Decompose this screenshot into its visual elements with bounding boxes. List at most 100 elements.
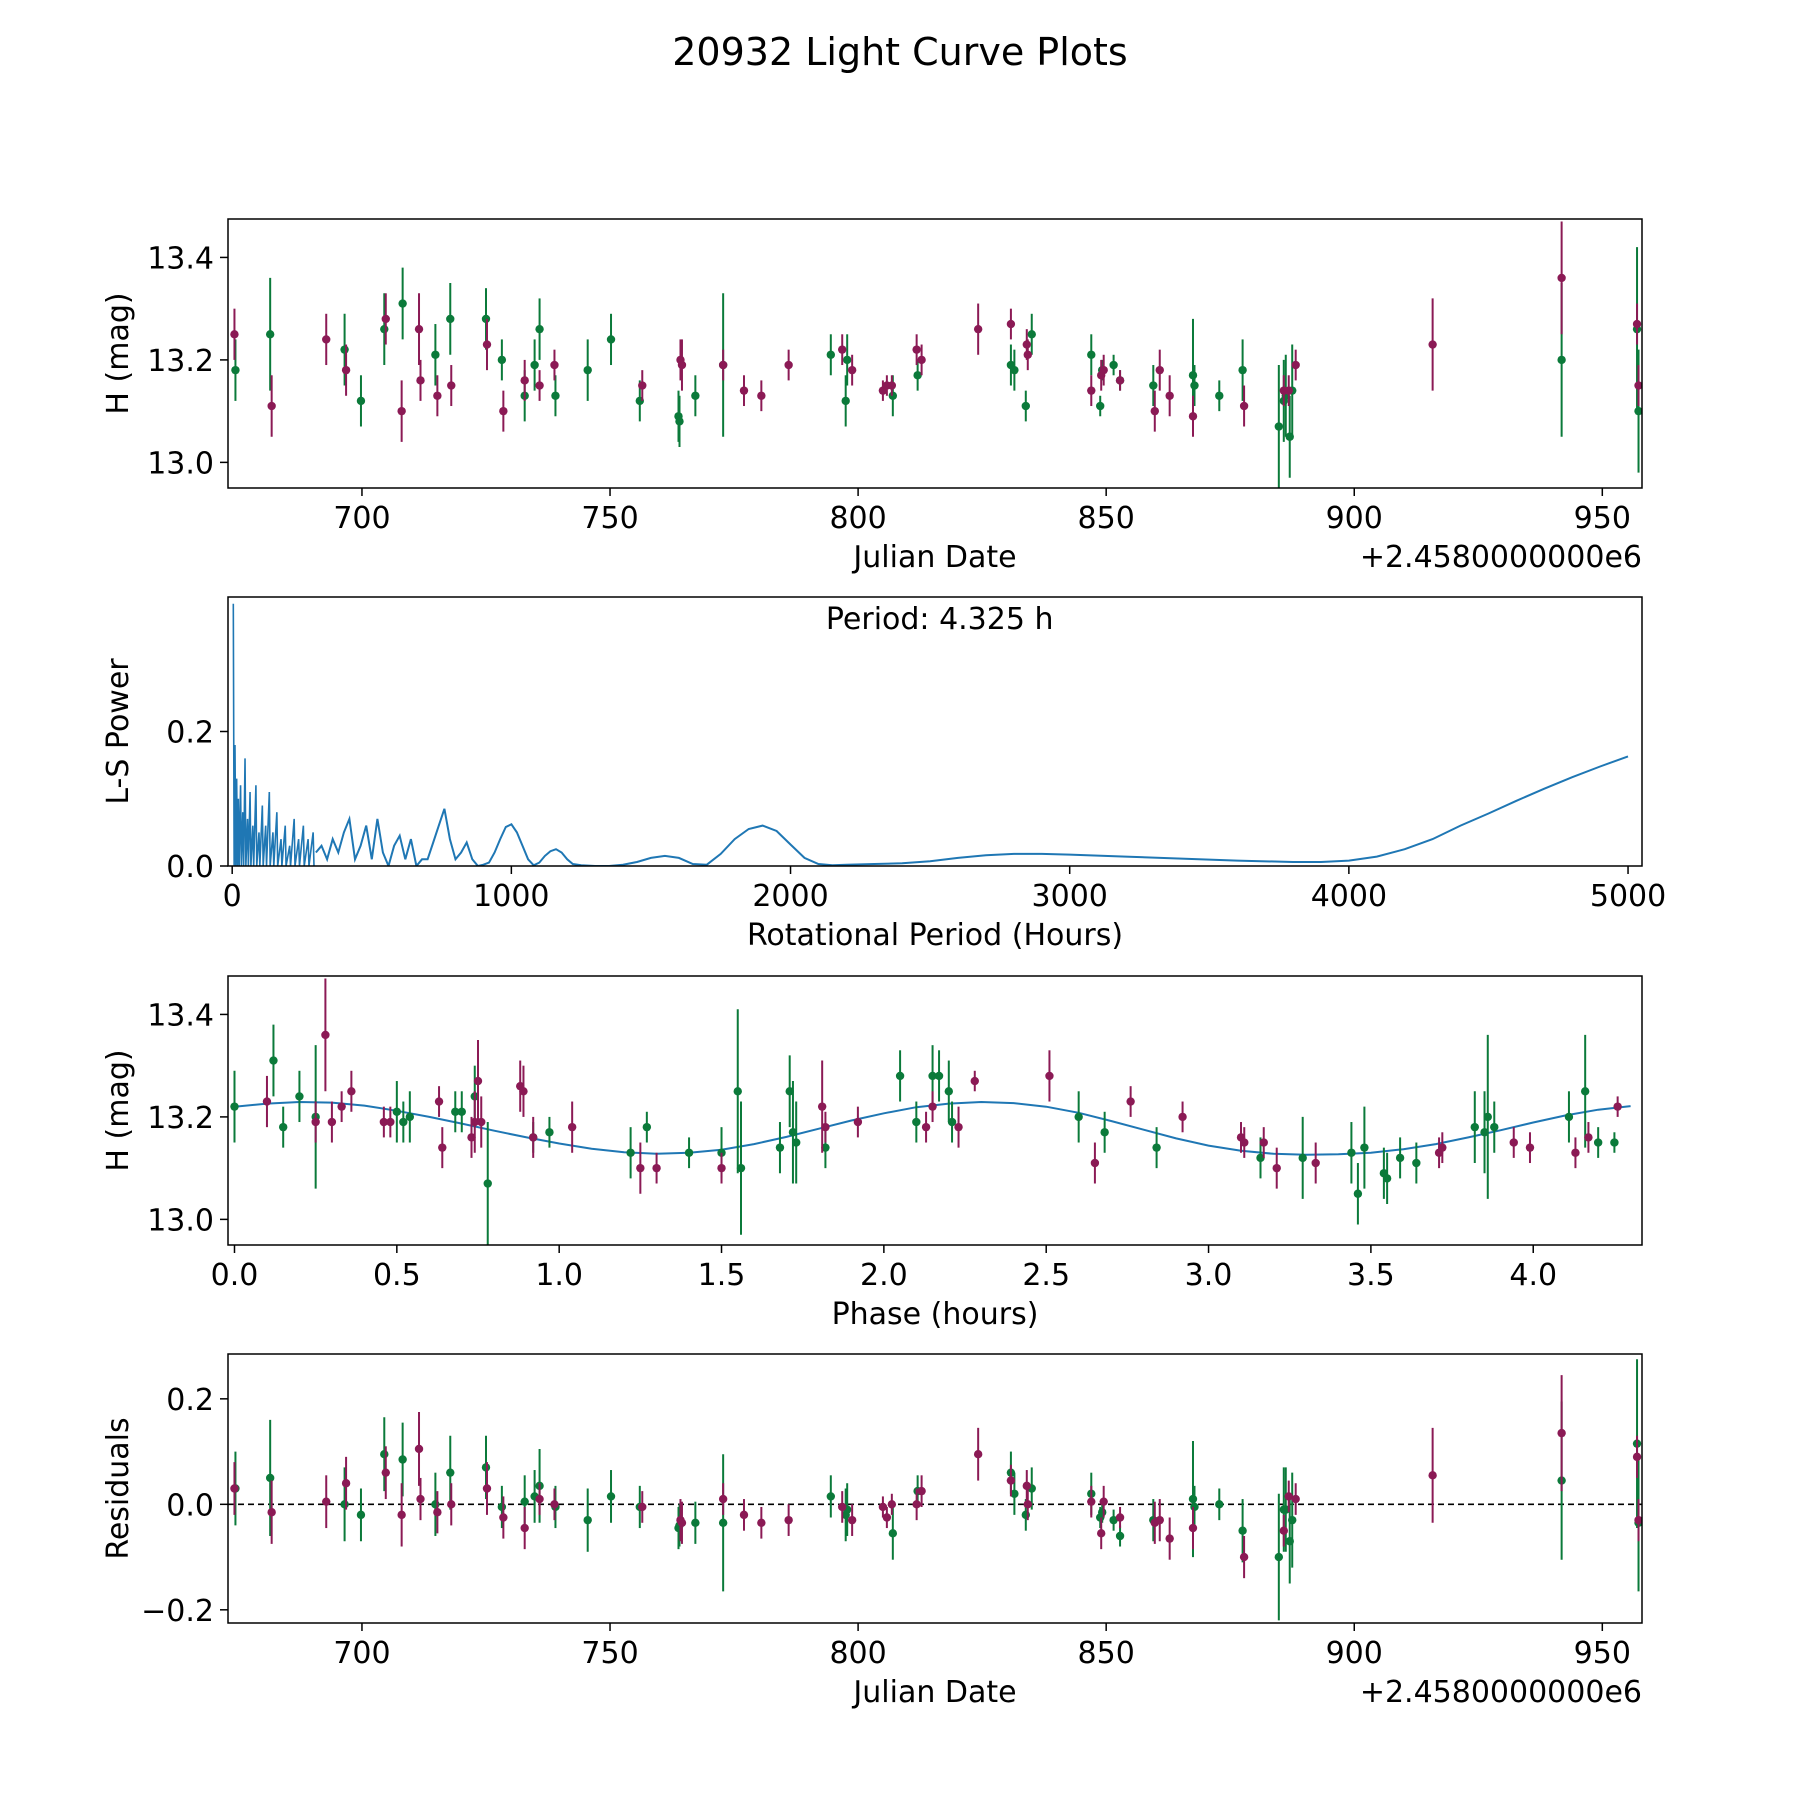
- data-point: [1188, 371, 1198, 380]
- data-point: [1155, 365, 1164, 375]
- data-point: [1165, 391, 1174, 400]
- data-point: [499, 1513, 508, 1522]
- data-point: [381, 1468, 390, 1477]
- data-point: [341, 1479, 351, 1488]
- data-point: [1027, 330, 1036, 339]
- data-point: [842, 355, 852, 365]
- data-point: [327, 1117, 337, 1127]
- x-tick-label: 850: [1078, 1636, 1135, 1671]
- data-point: [739, 1510, 749, 1520]
- x-tick-label: 4.0: [1509, 1258, 1557, 1293]
- data-point: [838, 1502, 847, 1512]
- data-point: [718, 1518, 728, 1527]
- x-axis-label: Rotational Period (Hours): [747, 918, 1123, 953]
- data-point: [1188, 1494, 1198, 1504]
- y-tick-label: 13.4: [147, 998, 214, 1033]
- data-point: [642, 1122, 652, 1132]
- data-point: [1215, 391, 1224, 400]
- y-tick-label: 0.2: [166, 1383, 214, 1418]
- data-point: [853, 1117, 863, 1127]
- data-point: [551, 391, 560, 400]
- x-tick-label: 950: [1574, 501, 1631, 536]
- data-point: [230, 1484, 239, 1493]
- data-point: [757, 391, 766, 400]
- y-tick-label: 0.0: [166, 850, 214, 885]
- data-point: [265, 330, 275, 339]
- data-point: [1023, 350, 1032, 359]
- data-point: [519, 1087, 528, 1096]
- data-point: [1298, 1153, 1307, 1163]
- y-tick-label: 13.2: [147, 1101, 214, 1136]
- data-point: [1347, 1148, 1356, 1157]
- data-point: [356, 1510, 366, 1520]
- data-point: [1087, 1497, 1096, 1506]
- axes-frame-lightcurve: [227, 218, 1643, 489]
- data-point: [1097, 1508, 1107, 1517]
- figure-title: 20932 Light Curve Plots: [672, 30, 1127, 74]
- axes-frame-residuals: [227, 1353, 1643, 1624]
- data-point: [1239, 401, 1249, 411]
- data-point: [1580, 1087, 1590, 1096]
- data-point: [921, 1122, 931, 1132]
- data-point: [638, 381, 647, 390]
- data-point: [1360, 1143, 1369, 1152]
- data-point: [1099, 1497, 1108, 1506]
- x-tick-label: 0: [223, 879, 242, 914]
- periodogram-noise-spikes: [232, 603, 315, 866]
- data-point: [1412, 1158, 1421, 1168]
- data-point: [482, 1484, 492, 1493]
- plot-area-residuals: [228, 1359, 1642, 1621]
- data-point: [1190, 1502, 1199, 1512]
- data-point: [1395, 1153, 1405, 1163]
- y-axis-label: Residuals: [101, 1417, 136, 1559]
- x-tick-label: 800: [829, 1636, 886, 1671]
- x-tick-label: 900: [1326, 501, 1383, 536]
- data-point: [1109, 360, 1118, 370]
- x-ticks-residuals: 700 750 800 850 900 950: [333, 1623, 1631, 1671]
- data-point: [1188, 1523, 1198, 1533]
- data-point: [447, 1500, 456, 1509]
- data-point: [356, 396, 366, 406]
- data-point: [497, 355, 507, 365]
- data-point: [1490, 1122, 1499, 1132]
- data-point: [1438, 1143, 1447, 1152]
- data-point: [583, 365, 592, 375]
- x-tick-label: 750: [581, 501, 638, 536]
- data-point: [1428, 1471, 1437, 1480]
- data-point: [838, 345, 847, 354]
- data-point: [434, 1097, 444, 1106]
- x-tick-label: 0.5: [373, 1258, 421, 1293]
- x-tick-label: 0.0: [211, 1258, 259, 1293]
- panels: 700 750 800 850 900 950 13.0 13.2 13.4 Julian Dat…: [101, 218, 1666, 1710]
- data-point: [1010, 365, 1019, 375]
- data-point: [1006, 1476, 1016, 1485]
- x-axis-label: Phase (hours): [832, 1297, 1039, 1332]
- data-point: [826, 350, 836, 359]
- data-point: [917, 355, 926, 365]
- data-point: [1099, 365, 1108, 375]
- x-tick-label: 4000: [1311, 879, 1387, 914]
- x-tick-label: 3.0: [1185, 1258, 1233, 1293]
- data-point: [626, 1148, 635, 1157]
- data-point: [545, 1128, 554, 1137]
- data-point: [895, 1071, 905, 1081]
- data-point: [473, 1076, 483, 1086]
- data-point: [381, 314, 390, 324]
- data-point: [917, 1486, 926, 1496]
- y-ticks-lightcurve: 13.0 13.2 13.4: [147, 241, 228, 481]
- panel-lightcurve: 700 750 800 850 900 950 13.0 13.2 13.4 Julian Dat…: [101, 218, 1643, 575]
- y-ticks-residuals: −0.2 0.0 0.2: [141, 1383, 228, 1629]
- x-axis-label: Julian Date: [851, 540, 1016, 575]
- data-point: [947, 1117, 957, 1127]
- data-point: [1291, 1494, 1300, 1504]
- data-point: [397, 1510, 406, 1520]
- data-point: [535, 1494, 544, 1504]
- data-point: [912, 345, 921, 354]
- data-point: [684, 1148, 694, 1157]
- data-point: [1483, 1112, 1492, 1122]
- data-point: [433, 1508, 442, 1517]
- y-tick-label: 13.4: [147, 241, 214, 276]
- x-ticks-periodogram: 0 1000 2000 3000 4000 5000: [223, 866, 1666, 914]
- y-axis-label: H (mag): [101, 1049, 136, 1171]
